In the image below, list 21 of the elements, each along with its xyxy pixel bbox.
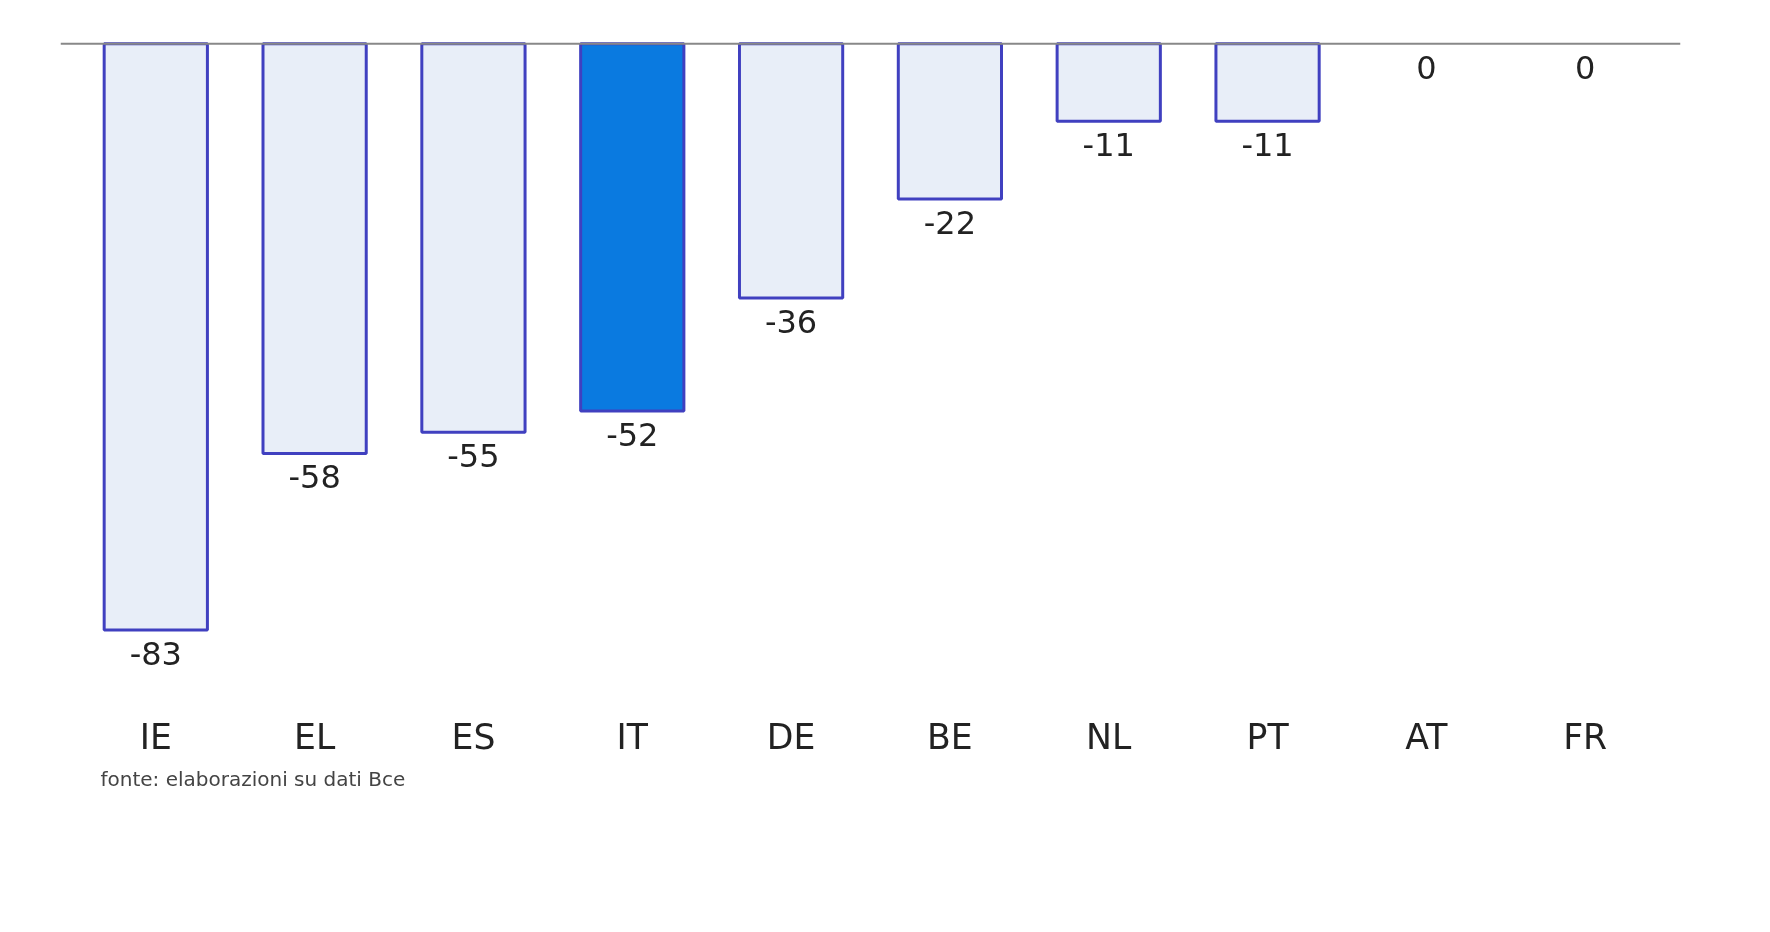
data-label: -22 (923, 204, 977, 243)
x-tick-label: IT (616, 716, 649, 757)
data-label: -11 (1082, 126, 1135, 165)
data-label: -83 (129, 635, 182, 674)
data-label: 0 (1416, 48, 1437, 87)
data-label: -58 (288, 458, 341, 497)
data-label: -55 (447, 437, 500, 476)
x-tick-label: NL (1086, 716, 1133, 757)
data-label: 0 (1575, 48, 1596, 87)
x-tick-label: PT (1246, 716, 1290, 757)
data-label: -52 (606, 416, 659, 455)
x-tick-label: BE (927, 716, 973, 757)
x-tick-label: FR (1563, 716, 1608, 757)
x-tick-label: IE (139, 716, 172, 757)
x-tick-label: EL (294, 716, 336, 757)
x-tick-label: DE (766, 716, 816, 757)
x-tick-label: AT (1405, 716, 1449, 757)
source-note: fonte: elaborazioni su dati Bce (100, 766, 406, 791)
data-label: -36 (764, 303, 818, 342)
x-tick-label: ES (451, 716, 496, 757)
data-label: -11 (1241, 126, 1294, 165)
